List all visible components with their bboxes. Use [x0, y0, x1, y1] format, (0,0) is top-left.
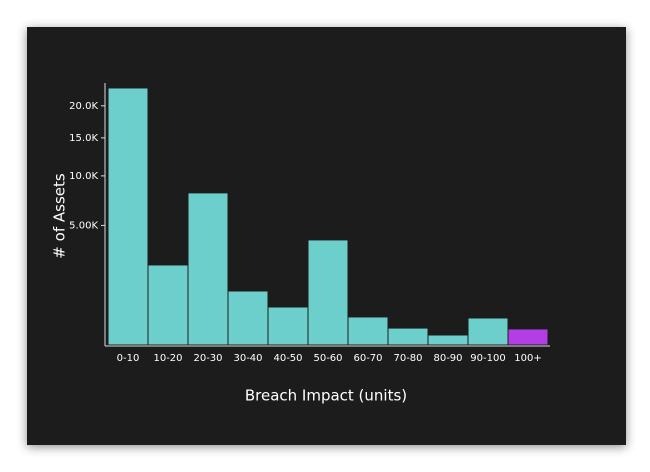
bar [147, 264, 189, 346]
bar [467, 317, 509, 346]
y-tick-label: 5.00K [69, 220, 98, 231]
x-tick-label: 40-50 [273, 353, 302, 364]
x-tick-label: 30-40 [233, 353, 262, 364]
x-tick-label: 20-30 [193, 353, 222, 364]
x-axis-label: Breach Impact (units) [245, 387, 407, 405]
bar [507, 328, 549, 346]
x-tick-label: 60-70 [353, 353, 382, 364]
x-tick-label: 100+ [514, 353, 541, 364]
y-tick-label: 10.0K [69, 171, 98, 182]
x-tick-label: 90-100 [470, 353, 505, 364]
bar [387, 327, 429, 346]
bar [427, 334, 469, 346]
bar [227, 290, 269, 346]
bar [347, 316, 389, 346]
bar [187, 192, 229, 346]
bar [267, 306, 309, 346]
x-tick-label: 70-80 [393, 353, 422, 364]
y-tick-label: 20.0K [69, 101, 98, 112]
bar [107, 87, 149, 346]
x-tick-label: 0-10 [117, 353, 140, 364]
bar [307, 239, 349, 346]
x-tick-label: 80-90 [433, 353, 462, 364]
y-tick-label: 15.0K [69, 133, 98, 144]
x-tick-label: 10-20 [153, 353, 182, 364]
y-axis-label: # of Assets [51, 173, 69, 259]
x-tick-label: 50-60 [313, 353, 342, 364]
